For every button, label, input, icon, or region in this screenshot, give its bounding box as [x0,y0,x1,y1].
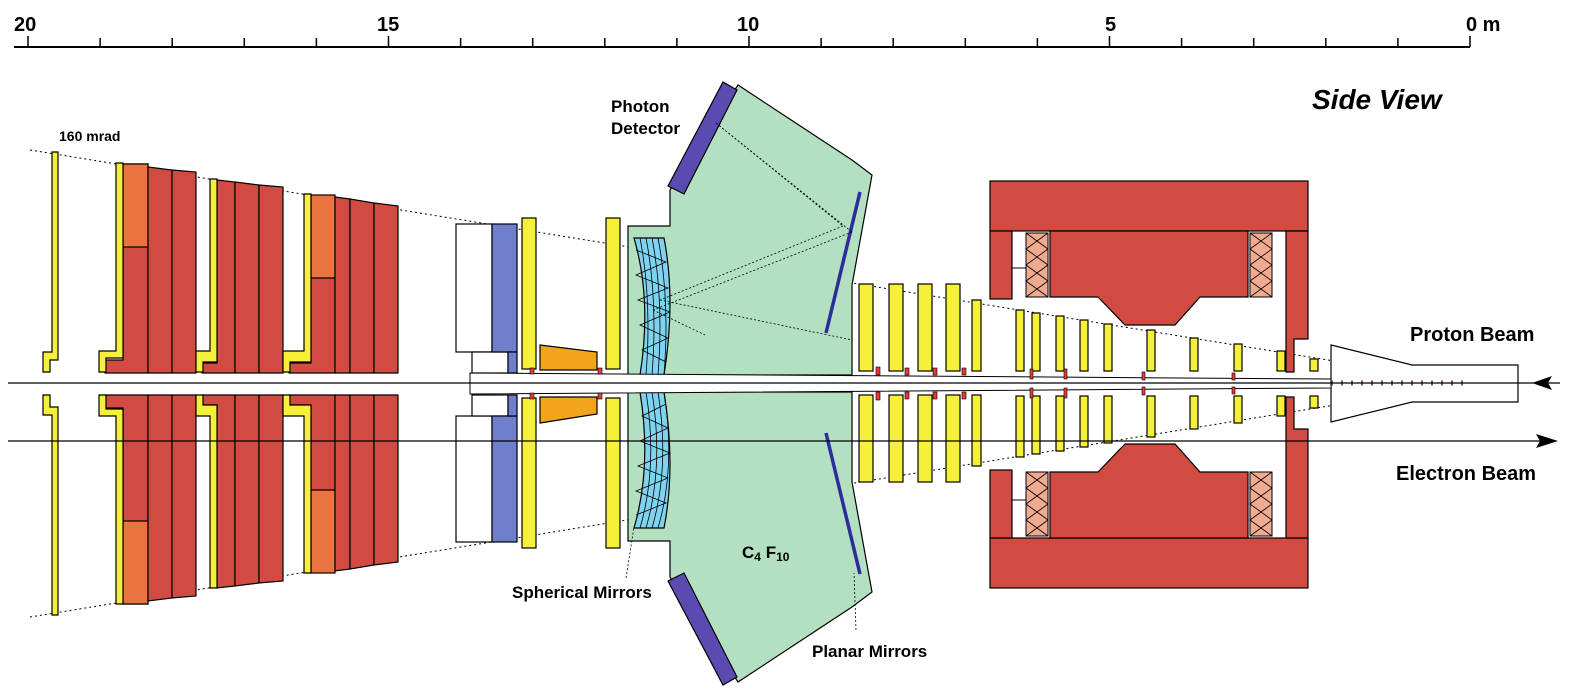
iron-block [334,196,351,374]
acceptance-line-upper [29,149,1471,384]
gas-formula-label: C4 F10 [742,543,790,564]
view-title: Side View [1312,84,1444,115]
electron-beam-arrow [1536,434,1558,448]
scintillator-plane [98,162,124,373]
scintillator-plane [195,178,218,373]
electron-beam [8,434,1558,448]
iron-block-light [310,489,336,574]
electron-beam-label: Electron Beam [1396,463,1536,485]
calorimeter-outer [455,223,493,353]
calorimeter-inner [471,351,509,374]
calorimeter-outer [455,415,493,543]
iron-block [373,202,399,374]
scale-ticks [27,36,1471,47]
spectrometer-magnet [989,180,1319,589]
tracking-stations [858,283,982,483]
iron-block [171,394,197,599]
proton-beam-label: Proton Beam [1410,324,1534,346]
planar-mirrors-label: Planar Mirrors [812,642,927,661]
iron-block [258,184,284,374]
iron-block [234,394,260,587]
absorber-wedge [539,396,598,424]
magnet-side [989,230,1013,300]
iron-block [349,198,375,374]
iron-block-light [122,163,149,248]
calorimeter-section [491,223,518,353]
magnet-tracking-chambers [1015,309,1319,458]
magnet-yoke-upper [989,180,1309,232]
proton-beam [8,376,1560,390]
scale-label-20: 20 [14,14,36,36]
muon-system [42,151,399,616]
iron-block [334,394,351,572]
scintillator-plane [521,217,537,370]
photon-detector-label-line2: Detector [611,119,680,138]
iron-block [171,169,197,374]
scintillator-plane [42,151,59,373]
magnet-side-right [1285,396,1309,539]
scintillator-plane [521,397,537,549]
planar-mirror-upper [824,191,862,334]
acceptance-line-lower [29,382,1471,618]
proton-beam-arrow [1532,376,1552,390]
magnet-coils [1025,232,1273,537]
magnet-pole-upper [1049,230,1249,326]
iron-block [234,181,260,374]
scale-label-5: 5 [1105,14,1116,36]
inner-region-outline [990,469,1026,501]
cherenkov-gas-vessel [627,391,873,683]
rich-detector [627,81,873,686]
photon-detector [667,81,738,195]
scale-label-10: 10 [737,14,759,36]
inner-region-outline [990,267,1026,300]
iron-block [349,394,375,570]
scale-bar: 20 15 10 5 0 m [14,14,1500,48]
iron-block-light [122,520,149,605]
angle-label: 160 mrad [59,128,120,144]
iron-block [147,166,173,374]
calorimeter-section [507,394,518,417]
iron-block [258,394,284,584]
calorimeter-inner [471,394,509,417]
scale-label-15: 15 [377,14,399,36]
scintillator-plane [282,193,312,373]
calorimeter-section [507,351,518,374]
calorimeter-section [491,415,518,543]
beam-pipe-flanges [529,366,1236,401]
magnet-side [989,469,1013,539]
scale-label-0: 0 m [1466,14,1500,36]
iron-block-light [310,194,336,279]
scintillator-plane [605,397,621,549]
scintillator-plane [605,217,621,370]
iron-block [147,394,173,602]
photon-detector [667,572,738,686]
photon-detector-label-line1: Photon [611,97,670,116]
magnet-side-right [1285,230,1309,373]
leader-lines [625,526,857,631]
iron-block [373,394,399,566]
iron-block [201,179,236,374]
planar-mirror-lower [824,432,862,575]
acceptance-lines [29,149,1471,618]
scintillator-plane [282,394,312,574]
spherical-mirrors-label: Spherical Mirrors [512,583,652,602]
calorimeter [455,217,537,549]
magnet-pole-lower [1049,443,1249,539]
light-rays [652,122,853,341]
magnet-yoke-lower [989,537,1309,589]
scintillator-plane [42,394,59,616]
scintillator-plane [98,394,124,605]
iron-block [201,394,236,589]
absorber-wedge [539,344,598,371]
scintillator-plane [195,394,218,589]
